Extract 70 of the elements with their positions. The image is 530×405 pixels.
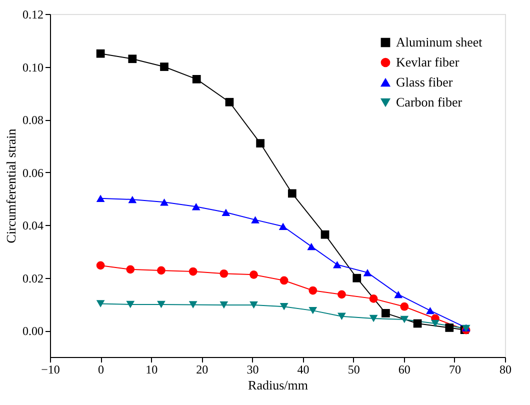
y-tick-label: 0.02 <box>22 271 44 286</box>
point <box>308 286 318 295</box>
x-tick-label: 10 <box>146 362 158 376</box>
point <box>308 306 318 314</box>
y-tick-label: 0.08 <box>22 113 44 128</box>
point <box>188 267 198 276</box>
point <box>332 261 342 268</box>
x-tick-label: 60 <box>398 362 410 376</box>
legend-label: Kevlar fiber <box>396 54 460 70</box>
point <box>431 320 440 328</box>
point <box>222 208 230 216</box>
point <box>413 319 422 328</box>
point <box>278 222 288 230</box>
y-axis-title: Circumferential strain <box>4 128 18 244</box>
y-tick-label: 0.10 <box>22 60 44 74</box>
point <box>157 300 166 308</box>
point <box>96 49 105 58</box>
point <box>426 306 434 314</box>
point <box>192 202 200 210</box>
x-tick-label: 50 <box>348 362 360 376</box>
point <box>256 139 264 148</box>
point <box>250 301 258 309</box>
point <box>280 276 288 285</box>
point <box>280 302 288 310</box>
point <box>251 216 260 224</box>
point <box>400 302 409 311</box>
y-tick-label: 0.04 <box>22 218 44 233</box>
point <box>220 301 228 309</box>
point <box>96 261 105 270</box>
point <box>400 316 409 324</box>
point <box>338 290 346 299</box>
point <box>225 98 234 106</box>
point <box>160 62 168 71</box>
x-tick-label: 70 <box>448 362 461 376</box>
x-tick-label: 20 <box>196 362 208 376</box>
y-tick-label: 0.06 <box>22 166 44 180</box>
point <box>338 312 346 320</box>
point <box>394 290 403 298</box>
point <box>445 324 454 332</box>
point <box>288 189 296 198</box>
point <box>363 268 372 276</box>
x-tick-label: 40 <box>297 362 310 376</box>
point <box>382 309 390 318</box>
point <box>126 265 135 274</box>
point <box>369 314 378 322</box>
point <box>96 300 105 308</box>
point <box>307 242 316 250</box>
point <box>157 266 166 275</box>
point <box>369 294 378 303</box>
legend-label: Glass fiber <box>396 74 454 90</box>
x-tick-label: 80 <box>500 362 512 376</box>
point <box>160 198 168 206</box>
point <box>352 274 362 282</box>
legend-label: Carbon fiber <box>396 94 463 110</box>
x-axis-title: Radius/mm <box>248 378 308 392</box>
point <box>128 196 137 204</box>
legend-label: Aluminum sheet <box>396 34 483 50</box>
point <box>192 74 201 84</box>
point <box>128 54 137 64</box>
point <box>126 300 135 308</box>
x-tick-label: 30 <box>246 362 259 376</box>
point <box>220 269 228 278</box>
x-tick-label: 0 <box>98 362 104 376</box>
point <box>188 301 198 308</box>
y-tick-label: 0.00 <box>22 324 44 338</box>
point <box>96 194 105 202</box>
point <box>320 230 330 239</box>
y-tick-label: 0.12 <box>22 8 44 22</box>
x-tick-label: −10 <box>41 362 60 376</box>
point <box>250 270 258 279</box>
